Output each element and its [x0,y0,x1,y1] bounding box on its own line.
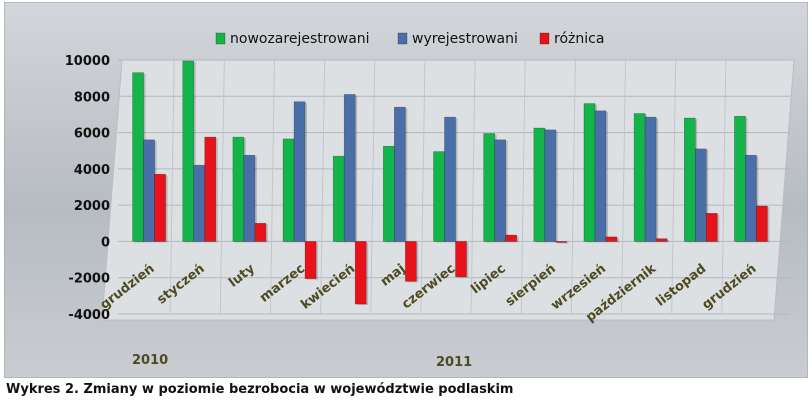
legend-swatch [539,32,550,45]
bar-wyrejestrowani [594,110,607,242]
y-tick-label: -4000 [68,308,110,323]
year-label: 2010 [132,353,168,368]
year-label: 2011 [436,355,472,370]
category-separator [219,59,225,315]
category-separator [470,59,476,315]
bar-nowozarejestrowani [383,145,395,242]
bar-różnica [655,238,668,242]
bar-nowozarejestrowani [232,136,245,242]
y-tick-label: 4000 [74,163,110,178]
category-separator [671,59,677,315]
bar-nowozarejestrowani [734,115,746,242]
bar-nowozarejestrowani [332,155,345,242]
bar-wyrejestrowani [544,129,557,242]
bar-nowozarejestrowani [182,60,195,242]
category-separator [269,59,275,315]
bar-nowozarejestrowani [583,103,596,242]
y-tick-label: 8000 [74,90,110,105]
chart-panel: 10000 8000 6000 4000 2000 0 -2000 -4000 grudzie… [4,2,808,378]
bar-różnica [405,241,417,282]
bar-różnica [354,241,367,305]
bar-wyrejestrowani [745,154,757,242]
legend-swatch [215,32,226,45]
bar-wyrejestrowani [243,154,256,242]
legend-label: wyrejestrowani [412,31,518,47]
category-separator [570,59,576,315]
category-separator [370,59,376,315]
chart-caption: Wykres 2. Zmiany w poziomie bezrobocia w… [6,382,514,397]
bar-wyrejestrowani [444,116,456,242]
y-tick-label: 6000 [74,127,110,142]
category-separator [169,59,175,315]
y-tick-label: -2000 [68,272,110,287]
bar-nowozarejestrowani [633,113,646,242]
category-separator [721,59,727,315]
bar-shadow [557,242,569,244]
bar-nowozarejestrowani [132,72,144,242]
bar-różnica [204,136,217,242]
bar-wyrejestrowani [394,106,406,242]
bar-różnica [756,205,768,242]
legend-label: nowozarejestrowani [230,31,370,47]
bar-różnica [254,222,267,242]
y-tick-label: 0 [101,235,110,250]
bar-wyrejestrowani [694,148,707,242]
legend-label: różnica [554,31,604,47]
bar-wyrejestrowani [293,101,306,242]
bar-wyrejestrowani [343,94,356,242]
bar-nowozarejestrowani [433,151,445,242]
bar-wyrejestrowani [494,139,506,242]
bar-nowozarejestrowani [533,127,546,242]
category-separator [420,59,426,315]
y-tick-label: 2000 [74,199,110,214]
bar-nowozarejestrowani [483,133,495,242]
bar-różnica [555,241,568,243]
bar-wyrejestrowani [193,164,206,242]
bar-wyrejestrowani [644,116,657,242]
bar-różnica [605,236,618,242]
bar-wyrejestrowani [143,139,155,242]
legend-swatch [397,32,408,45]
category-separator [520,59,526,315]
bar-różnica [455,241,467,278]
y-tick-label: 10000 [65,54,110,69]
bar-różnica [705,213,718,242]
bar-nowozarejestrowani [282,138,295,242]
bar-nowozarejestrowani [683,117,696,242]
bar-różnica [505,234,517,242]
bar-różnica [304,241,317,279]
bar-różnica [154,174,166,242]
category-separator [320,59,326,315]
category-separator [621,59,627,315]
